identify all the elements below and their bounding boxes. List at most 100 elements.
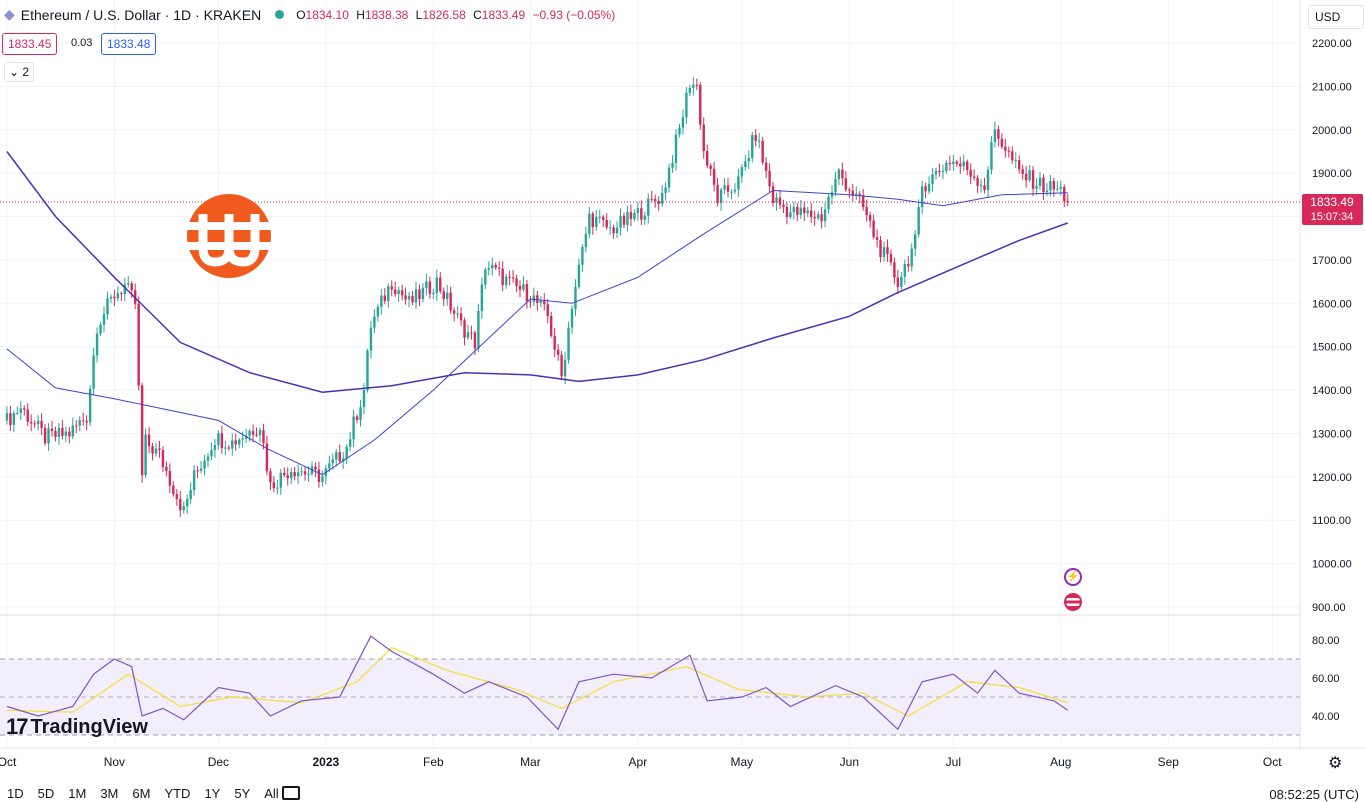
candle-body xyxy=(972,176,976,178)
timeframe-ytd[interactable]: YTD xyxy=(164,786,191,801)
candle-body xyxy=(636,208,640,214)
candle-body xyxy=(806,210,809,214)
candle-body xyxy=(244,435,248,439)
indicators-toggle[interactable]: ⌄ 2 xyxy=(4,62,35,82)
candle-body xyxy=(182,506,185,511)
candle-body xyxy=(598,216,601,218)
candle-body xyxy=(5,413,9,421)
candle-body xyxy=(660,192,664,204)
close-value: 1833.49 xyxy=(481,7,526,22)
candle-body xyxy=(577,264,581,287)
timeframe-5d[interactable]: 5D xyxy=(37,786,55,801)
candle-body xyxy=(199,468,203,471)
candle-body xyxy=(189,490,192,500)
candle-body xyxy=(144,434,147,476)
time-tick-label: Mar xyxy=(520,755,541,769)
candle-body xyxy=(855,193,858,196)
candle-body xyxy=(757,140,761,142)
candle-body xyxy=(286,475,289,479)
buy-button[interactable]: 1833.48 xyxy=(101,33,157,55)
candle-body xyxy=(775,197,778,203)
candle-body xyxy=(771,186,775,203)
candle-body xyxy=(317,469,321,483)
candle-body xyxy=(948,162,952,164)
candle-body xyxy=(782,204,785,208)
time-tick-label: Jun xyxy=(840,755,859,769)
candle-body xyxy=(1011,151,1014,161)
flash-event-icon[interactable]: ⚡ xyxy=(1064,568,1082,586)
candle-body xyxy=(449,292,452,311)
candle-body xyxy=(435,277,439,293)
candle-body xyxy=(102,314,106,325)
candle-body xyxy=(217,433,220,446)
candle-body xyxy=(61,427,64,436)
candle-body xyxy=(179,498,182,511)
candle-body xyxy=(518,285,522,290)
candle-body xyxy=(161,450,165,467)
price-tick-label: 2100.00 xyxy=(1312,81,1352,93)
gear-icon[interactable]: ⚙ xyxy=(1328,755,1343,772)
candle-body xyxy=(681,117,685,128)
price-tick-label: 1000.00 xyxy=(1312,559,1352,571)
time-tick-label: Aug xyxy=(1050,755,1071,769)
candle-body xyxy=(432,292,435,294)
candle-body xyxy=(158,448,161,451)
clock[interactable]: 08:52:25 (UTC) xyxy=(1269,787,1359,802)
time-tick-label: Dec xyxy=(208,755,229,769)
timeframe-1d[interactable]: 1D xyxy=(7,786,24,801)
candle-body xyxy=(175,494,179,499)
timeframe-6m[interactable]: 6M xyxy=(132,786,151,801)
candle-body xyxy=(823,209,827,222)
exchange-logo xyxy=(187,194,271,278)
candle-body xyxy=(293,472,296,477)
candle-body xyxy=(913,234,917,249)
candle-body xyxy=(740,167,744,177)
time-tick-label: 2023 xyxy=(313,755,340,769)
candle-body xyxy=(296,472,300,477)
candle-body xyxy=(393,289,397,295)
price-tick-label: 1600.00 xyxy=(1312,298,1352,310)
calendar-icon[interactable] xyxy=(282,786,300,800)
candle-body xyxy=(601,216,605,221)
candle-body xyxy=(428,281,432,294)
candle-body xyxy=(314,466,317,470)
currency-select[interactable]: USD xyxy=(1308,5,1364,29)
candle-body xyxy=(993,129,997,143)
timeframe-3m[interactable]: 3M xyxy=(100,786,119,801)
candle-body xyxy=(1017,160,1021,170)
change-value: −0.93 (−0.05%) xyxy=(532,7,616,22)
candle-body xyxy=(626,212,629,225)
timeframe-5y[interactable]: 5Y xyxy=(234,786,251,801)
symbol-title[interactable]: Ethereum / U.S. Dollar · 1D · KRAKEN xyxy=(20,6,262,23)
candle-body xyxy=(279,472,283,488)
candle-body xyxy=(570,308,574,328)
candle-body xyxy=(574,286,577,309)
candle-body xyxy=(210,450,213,457)
timeframe-1y[interactable]: 1Y xyxy=(204,786,221,801)
candle-body xyxy=(303,471,307,475)
candle-body xyxy=(567,327,570,360)
sell-button[interactable]: 1833.45 xyxy=(2,33,58,55)
us-flag-event-icon[interactable] xyxy=(1064,593,1082,611)
candle-body xyxy=(127,283,130,285)
timeframe-all[interactable]: All xyxy=(264,786,279,801)
candle-body xyxy=(397,290,400,295)
candle-body xyxy=(872,220,875,238)
candle-body xyxy=(473,332,477,349)
candle-body xyxy=(40,420,43,428)
timeframe-1m[interactable]: 1M xyxy=(68,786,87,801)
rsi-tick-label: 80.00 xyxy=(1312,635,1340,647)
candle-body xyxy=(712,168,716,185)
candle-body xyxy=(983,185,986,191)
ma-fast-line xyxy=(6,189,1068,476)
candle-body xyxy=(109,296,113,299)
time-axis: Oct Nov Dec 2023 Feb Mar Apr May Jun Jul Aug Sep Oct xyxy=(0,755,1282,769)
price-tick-label: 1900.00 xyxy=(1312,168,1352,180)
candle-body xyxy=(553,335,556,350)
time-tick-label: Oct xyxy=(0,755,17,769)
candle-body xyxy=(1014,160,1017,162)
candle-body xyxy=(154,448,158,454)
candle-body xyxy=(23,408,26,410)
candle-body xyxy=(1063,186,1066,202)
